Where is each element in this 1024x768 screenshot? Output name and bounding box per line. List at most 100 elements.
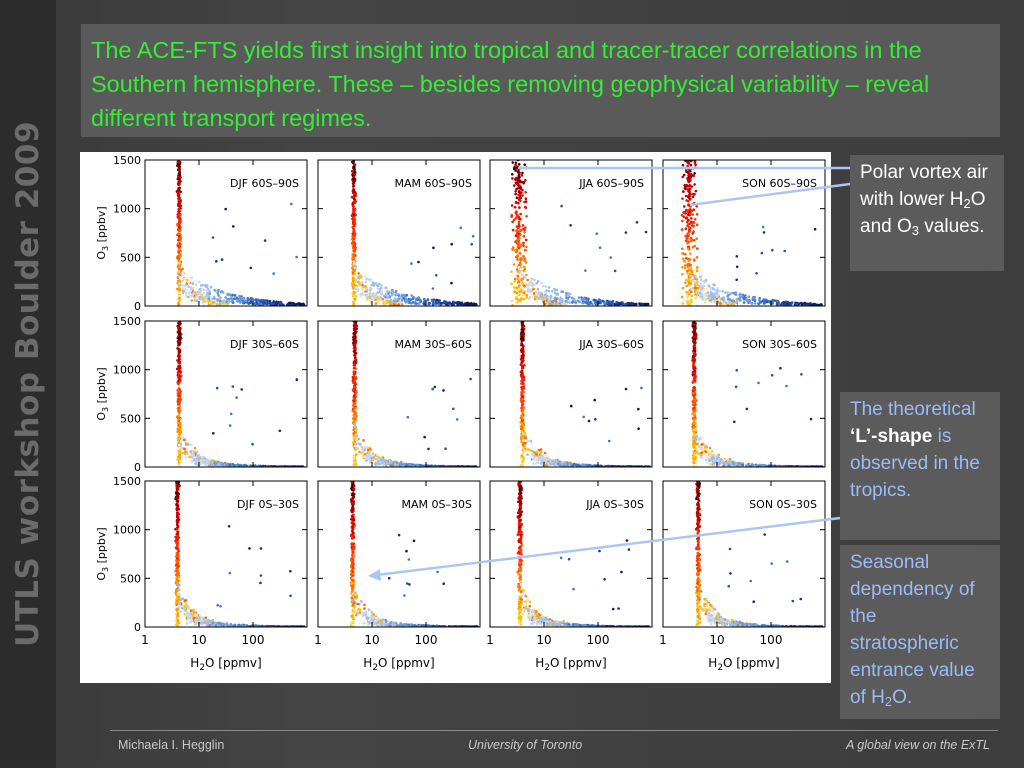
data-point	[804, 303, 807, 306]
data-point	[204, 295, 208, 298]
data-point	[390, 300, 393, 304]
data-point	[419, 464, 422, 467]
data-point	[521, 459, 525, 463]
data-point	[220, 290, 224, 293]
data-point	[783, 249, 786, 253]
data-point	[352, 300, 355, 304]
data-point	[400, 299, 404, 302]
data-point	[180, 428, 183, 431]
data-point	[393, 298, 397, 302]
data-point	[516, 156, 519, 159]
data-point	[523, 318, 526, 321]
data-point	[372, 294, 375, 298]
data-point	[735, 297, 739, 301]
y-tick-label: 1500	[113, 315, 141, 328]
data-point	[352, 260, 356, 263]
data-point	[426, 298, 430, 301]
data-point	[244, 463, 247, 467]
data-point	[551, 300, 554, 303]
data-point	[178, 163, 181, 166]
data-point	[353, 294, 356, 298]
data-point	[263, 299, 266, 302]
data-point	[522, 181, 525, 185]
data-point	[352, 366, 356, 370]
data-point	[178, 229, 182, 233]
data-point	[691, 195, 695, 199]
data-point	[353, 221, 357, 224]
data-point	[186, 448, 189, 451]
data-point	[369, 287, 373, 290]
data-point	[544, 285, 548, 288]
data-point	[517, 193, 520, 197]
data-point	[522, 269, 526, 273]
data-point	[194, 283, 198, 287]
data-point	[735, 265, 739, 269]
data-point	[522, 298, 526, 301]
data-point	[177, 210, 181, 213]
data-point	[695, 269, 699, 273]
panel-3: SON 60S–90S	[662, 153, 826, 307]
data-point	[427, 447, 430, 451]
data-point	[744, 298, 748, 301]
data-point	[733, 292, 736, 296]
data-point	[302, 303, 306, 306]
data-point	[246, 296, 250, 300]
data-point	[690, 173, 693, 177]
data-point	[521, 282, 524, 285]
data-point	[190, 299, 194, 302]
data-point	[688, 208, 692, 212]
data-point	[569, 224, 572, 227]
data-point	[519, 363, 523, 366]
side-title-text: UTLS workshop Boulder 2009	[10, 120, 46, 648]
data-point	[192, 292, 195, 295]
data-point	[353, 436, 356, 439]
data-point	[190, 454, 194, 457]
data-point	[353, 338, 356, 341]
panel-label: MAM 30S–60S	[395, 338, 472, 351]
data-point	[222, 299, 225, 302]
data-point	[517, 186, 520, 190]
data-point	[582, 297, 586, 301]
data-point	[694, 166, 697, 169]
data-point	[515, 210, 518, 213]
y-axis-label: O3 [ppbv]	[95, 367, 110, 420]
data-point	[224, 463, 228, 467]
data-point	[395, 292, 398, 296]
data-point	[176, 232, 180, 236]
data-point	[535, 452, 538, 456]
data-point	[516, 288, 520, 291]
data-point	[354, 154, 357, 157]
data-point	[693, 318, 696, 321]
data-point	[352, 230, 356, 233]
data-point	[377, 458, 381, 461]
data-point	[692, 386, 695, 390]
data-point	[200, 457, 204, 460]
data-point	[685, 216, 689, 220]
data-point	[365, 459, 368, 462]
data-point	[381, 297, 385, 301]
data-point	[789, 303, 793, 306]
data-point	[518, 251, 522, 255]
data-point	[351, 377, 355, 380]
data-point	[198, 280, 201, 284]
data-point	[263, 302, 267, 305]
data-point	[177, 394, 180, 398]
data-point	[680, 295, 684, 299]
data-point	[208, 290, 211, 293]
data-point	[382, 460, 386, 463]
data-point	[721, 290, 724, 293]
data-point	[178, 357, 181, 360]
data-point	[561, 302, 564, 306]
data-point	[515, 296, 518, 299]
data-point	[188, 443, 192, 447]
data-point	[178, 173, 181, 176]
data-point	[687, 153, 690, 156]
data-point	[351, 388, 355, 392]
data-point	[178, 221, 181, 225]
data-point	[354, 280, 358, 283]
data-point	[587, 297, 590, 301]
data-point	[352, 459, 356, 462]
data-point	[704, 278, 708, 282]
data-point	[177, 245, 180, 248]
